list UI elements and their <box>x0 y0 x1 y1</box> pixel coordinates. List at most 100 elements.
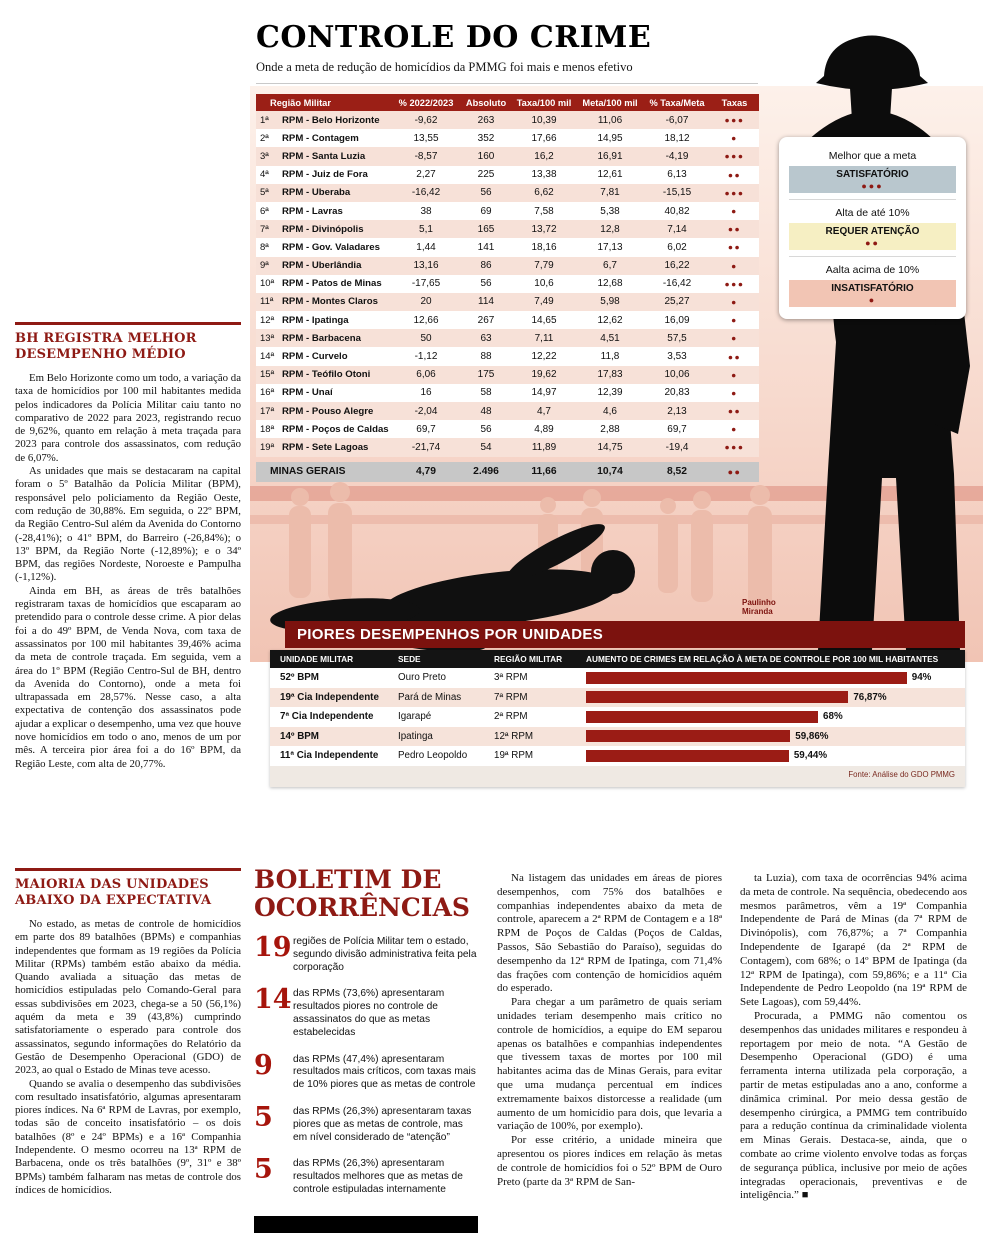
row-number: 1ª <box>260 114 269 126</box>
header-absolute: Absoluto <box>465 97 507 108</box>
rate-vs-target-value: 7,14 <box>667 223 687 235</box>
legend-badge-text: SATISFATÓRIO <box>836 169 909 180</box>
boletim-section: BOLETIM DE OCORRÊNCIAS 19 regiões de Polí… <box>254 866 478 1211</box>
bar-value: 59,44% <box>793 750 828 762</box>
unit-seat: Pedro Leopoldo <box>398 750 468 762</box>
row-number: 11ª <box>260 296 274 308</box>
rate-vs-target-value: 6,02 <box>667 241 687 253</box>
region-name: RPM - Uberlândia <box>282 260 362 272</box>
variation-value: 38 <box>420 205 432 217</box>
illustration-credit: Paulinho Miranda <box>742 598 776 616</box>
region-name: RPM - Teófilo Otoni <box>282 369 371 381</box>
absolute-value: 56 <box>480 187 492 199</box>
absolute-value: 86 <box>480 260 492 272</box>
chart-row: 52º BPM Ouro Preto 3ª RPM 94% <box>270 668 965 688</box>
region-name: RPM - Divinópolis <box>282 223 364 235</box>
bar <box>586 691 849 704</box>
bar-value: 94% <box>911 672 932 684</box>
target-value: 4,51 <box>600 332 620 344</box>
boletim-item: 5 das RPMs (26,3%) apresentaram resultado… <box>254 1154 478 1196</box>
target-value: 7,81 <box>600 187 620 199</box>
boletim-number: 5 <box>254 1154 273 1186</box>
bar <box>586 749 789 762</box>
chart-row: 14º BPM Ipatinga 12ª RPM 59,86% <box>270 726 965 746</box>
rate-vs-target-value: 18,12 <box>664 132 690 144</box>
target-value: 4,6 <box>603 405 617 417</box>
target-value: 14,75 <box>597 441 623 453</box>
rating-dots: ●● <box>727 406 742 417</box>
header-region: Região Militar <box>270 97 331 108</box>
boletim-text: das RPMs (26,3%) apresentaram taxas pior… <box>293 1105 472 1143</box>
boletim-items: 19 regiões de Polícia Militar tem o estad… <box>254 932 478 1197</box>
bar-cell: 59,44% <box>586 749 959 762</box>
bar-cell: 68% <box>586 710 959 723</box>
unit-region: 2ª RPM <box>494 711 528 723</box>
legend-box: Melhor que a meta SATISFATÓRIO ●●● Alta de … <box>779 137 966 319</box>
table-row: 17ª RPM - Pouso Alegre -2,04 48 4,7 4,6 2,13 ●● <box>256 402 759 421</box>
chart-header-region: REGIÃO MILITAR <box>494 654 563 664</box>
bar-value: 59,86% <box>795 730 829 742</box>
rating-dots: ●● <box>727 169 742 180</box>
rate-value: 19,62 <box>531 369 557 381</box>
absolute-value: 48 <box>480 405 492 417</box>
rating-dots: ●●● <box>724 278 745 289</box>
variation-value: -9,62 <box>414 114 438 126</box>
rate-vs-target-value: -6,07 <box>665 114 689 126</box>
rate-value: 12,22 <box>531 351 557 363</box>
legend-badge-text: REQUER ATENÇÃO <box>825 226 920 237</box>
article-majority: MAIORIA DAS UNIDADES ABAIXO DA EXPECTATI… <box>15 868 241 1197</box>
article-bh-body: Em Belo Horizonte como um todo, a variaç… <box>15 372 241 771</box>
rate-value: 17,66 <box>531 132 557 144</box>
bar-value: 68% <box>823 711 843 723</box>
target-value: 12,62 <box>597 314 623 326</box>
legend-badge-text: INSATISFATÓRIO <box>831 283 914 294</box>
boletim-title: BOLETIM DE OCORRÊNCIAS <box>254 865 470 922</box>
boletim-text: das RPMs (26,3%) apresentaram resultados… <box>293 1158 463 1195</box>
row-number: 2ª <box>260 132 269 144</box>
region-name: RPM - Contagem <box>282 132 359 144</box>
boletim-item: 19 regiões de Polícia Militar tem o estad… <box>254 932 478 974</box>
legend-badge: SATISFATÓRIO ●●● <box>789 166 956 193</box>
row-number: 16ª <box>260 387 275 399</box>
rate-value: 7,58 <box>534 205 554 217</box>
rate-vs-target-value: 3,53 <box>667 351 687 363</box>
crime-table-body: 1ª RPM - Belo Horizonte -9,62 263 10,39 11,06… <box>256 111 759 457</box>
region-name: RPM - Gov. Valadares <box>282 241 380 253</box>
absolute-value: 56 <box>480 423 492 435</box>
legend-label: Melhor que a meta <box>828 150 917 162</box>
paragraph: Na listagem das unidades em áreas de pio… <box>497 872 722 995</box>
boletim-text: das RPMs (73,6%) apresentaram resultados… <box>293 988 445 1038</box>
rate-vs-target-value: 40,82 <box>664 205 690 217</box>
table-row: 12ª RPM - Ipatinga 12,66 267 14,65 12,62 16,09… <box>256 311 759 330</box>
boletim-number: 19 <box>254 932 292 963</box>
row-number: 18ª <box>260 423 275 435</box>
target-value: 12,39 <box>597 387 623 399</box>
legend-dots: ●●● <box>861 181 884 191</box>
target-value: 12,61 <box>597 169 623 181</box>
table-row: 1ª RPM - Belo Horizonte -9,62 263 10,39 11,06… <box>256 111 759 130</box>
total-rate-vs-target: 8,52 <box>666 466 688 478</box>
table-row: 10ª RPM - Patos de Minas -17,65 56 10,6 12,68… <box>256 274 759 293</box>
variation-value: -2,04 <box>414 405 438 417</box>
table-header-row: Região Militar % 2022/2023 Absoluto Taxa… <box>256 94 759 111</box>
rate-value: 6,62 <box>534 187 554 199</box>
variation-value: 2,27 <box>416 169 436 181</box>
row-number: 19ª <box>260 441 275 453</box>
region-name: RPM - Montes Claros <box>282 296 378 308</box>
variation-value: 20 <box>420 296 432 308</box>
table-row: 7ª RPM - Divinópolis 5,1 165 13,72 12,8 7,14 ●● <box>256 220 759 239</box>
target-value: 6,7 <box>603 260 617 272</box>
region-name: RPM - Uberaba <box>282 187 351 199</box>
legend-label: Alta de até 10% <box>835 207 910 219</box>
absolute-value: 352 <box>477 132 495 144</box>
boletim-item: 9 das RPMs (47,4%) apresentaram resultado… <box>254 1051 478 1092</box>
row-number: 7ª <box>260 223 269 235</box>
unit-name: 11ª Cia Independente <box>280 750 379 762</box>
variation-value: 13,16 <box>413 260 439 272</box>
region-name: RPM - Poços de Caldas <box>282 423 389 435</box>
rate-vs-target-value: 2,13 <box>667 405 687 417</box>
crime-tape-band <box>250 486 983 501</box>
chart-row: 11ª Cia Independente Pedro Leopoldo 19ª RP… <box>270 746 965 766</box>
rate-value: 14,65 <box>531 314 557 326</box>
header-target: Meta/100 mil <box>582 97 638 108</box>
